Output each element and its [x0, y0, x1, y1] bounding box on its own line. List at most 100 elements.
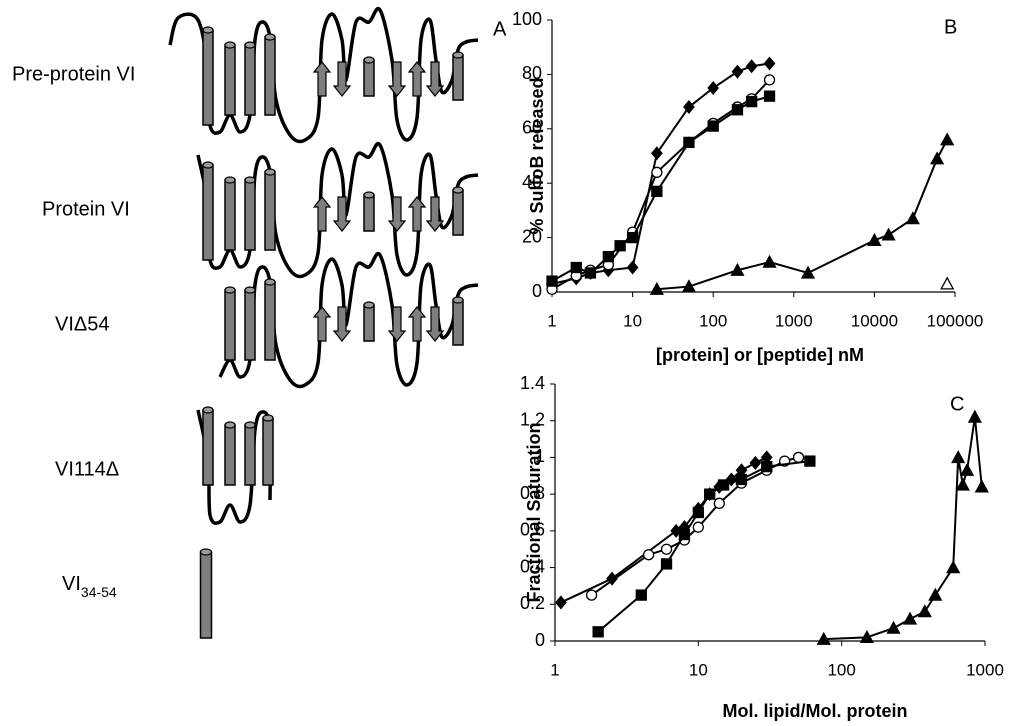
marker: [683, 136, 695, 149]
marker: [602, 250, 614, 263]
strand: [425, 196, 445, 232]
marker: [816, 631, 831, 645]
y-axis-label: % SulfoB released: [527, 77, 547, 234]
marker: [951, 450, 966, 464]
construct-schematic: [168, 6, 479, 144]
helix: [363, 59, 375, 97]
marker: [717, 479, 730, 491]
backbone: [196, 409, 273, 525]
helix: [264, 171, 276, 251]
helix-cap: [264, 168, 276, 176]
marker: [886, 620, 901, 634]
x-tick-label: 1000: [775, 311, 813, 330]
strand: [407, 196, 427, 232]
panel-label: C: [950, 393, 964, 415]
strand: [425, 306, 445, 342]
construct-label-base: VI: [62, 573, 81, 595]
backbone: [218, 251, 479, 389]
marker: [763, 74, 776, 86]
helix: [363, 194, 375, 232]
marker: [800, 265, 816, 279]
marker: [749, 455, 762, 470]
marker: [731, 64, 744, 79]
marker: [692, 521, 704, 533]
helix-cap: [452, 296, 464, 304]
helix-cap: [452, 186, 464, 194]
x-axis-label: [protein] or [peptide] nM: [656, 345, 864, 365]
panel-label: A: [493, 18, 507, 40]
helix-cap: [363, 301, 375, 309]
helix: [452, 299, 464, 346]
marker: [704, 488, 716, 500]
marker: [902, 611, 918, 625]
helix: [363, 304, 375, 342]
x-tick-label: 100: [827, 660, 855, 679]
marker: [917, 604, 932, 618]
construct-schematic: [196, 406, 274, 525]
marker: [940, 132, 955, 146]
series-line: [656, 139, 949, 291]
strand: [312, 61, 332, 97]
y-tick-label: 1.4: [520, 373, 545, 393]
series-line: [597, 460, 810, 633]
marker: [707, 80, 720, 96]
marker: [635, 589, 647, 601]
helix: [264, 36, 276, 116]
marker: [584, 267, 597, 279]
y-tick-label: 0.6: [520, 520, 545, 540]
marker: [707, 120, 719, 132]
marker: [670, 523, 682, 538]
marker: [762, 254, 777, 268]
helix-cap: [262, 414, 274, 422]
marker: [761, 460, 773, 473]
backbone: [196, 141, 479, 279]
marker: [955, 477, 970, 491]
strand: [407, 61, 427, 97]
x-axis-label: Mol. lipid/Mol. protein: [723, 701, 908, 721]
strand: [332, 196, 352, 232]
marker: [626, 231, 639, 244]
strand: [332, 61, 352, 97]
panel-label: B: [944, 16, 957, 38]
strand: [407, 306, 427, 342]
marker: [967, 409, 982, 423]
marker: [746, 95, 758, 108]
marker: [585, 589, 598, 601]
marker: [683, 100, 695, 115]
marker: [681, 279, 697, 293]
strand: [387, 196, 407, 232]
construct-schematic: [218, 251, 479, 389]
y-tick-label: 60: [522, 118, 542, 138]
marker: [974, 479, 989, 493]
marker: [859, 629, 875, 643]
marker: [555, 595, 567, 610]
helix-cap: [264, 278, 276, 286]
y-tick-label: 0.8: [520, 483, 545, 503]
marker: [730, 262, 745, 276]
y-tick-label: 0: [532, 281, 542, 301]
helix-cap: [199, 548, 213, 556]
construct-label: Protein VI: [42, 198, 130, 220]
construct-label: Pre-protein VI: [12, 63, 135, 85]
x-tick-label: 1000: [966, 660, 1004, 679]
helix-cap: [224, 176, 236, 184]
marker: [678, 528, 691, 541]
strand: [312, 306, 332, 342]
helix-cap: [363, 56, 375, 64]
marker: [928, 587, 943, 601]
helix-cap: [244, 41, 256, 49]
backbone: [168, 6, 479, 144]
marker: [713, 497, 725, 509]
marker: [651, 146, 663, 161]
strand: [425, 61, 445, 97]
strand: [332, 306, 352, 342]
x-tick-label: 10: [689, 660, 708, 679]
helix: [244, 44, 256, 116]
strand: [387, 306, 407, 342]
x-tick-label: 10: [623, 311, 642, 330]
marker: [651, 166, 663, 178]
marker: [651, 185, 663, 198]
helix: [224, 44, 236, 116]
helix: [244, 289, 256, 361]
x-tick-label: 1: [547, 311, 556, 330]
